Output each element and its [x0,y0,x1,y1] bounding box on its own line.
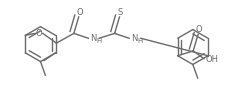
Text: N: N [131,34,137,43]
Text: O: O [76,8,83,17]
Text: N: N [90,34,96,43]
Text: H: H [96,38,102,44]
Text: S: S [118,8,123,17]
Text: O: O [36,29,42,38]
Text: O: O [196,25,202,34]
Text: H: H [137,38,142,44]
Text: OH: OH [205,55,218,64]
